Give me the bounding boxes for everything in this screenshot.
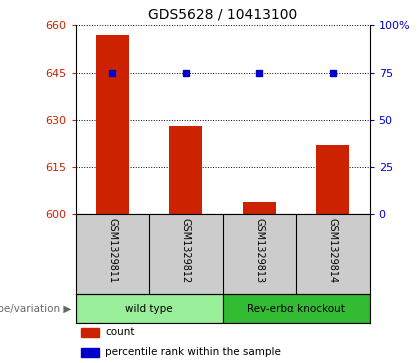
Text: GSM1329814: GSM1329814 xyxy=(328,218,338,283)
Text: genotype/variation ▶: genotype/variation ▶ xyxy=(0,303,71,314)
Text: percentile rank within the sample: percentile rank within the sample xyxy=(105,347,281,357)
Text: GSM1329811: GSM1329811 xyxy=(108,218,117,283)
Bar xyxy=(169,126,202,214)
Bar xyxy=(316,145,349,214)
Bar xyxy=(243,201,276,214)
Bar xyxy=(81,348,99,356)
Text: count: count xyxy=(105,327,134,337)
Text: wild type: wild type xyxy=(125,303,173,314)
Text: GSM1329813: GSM1329813 xyxy=(255,218,264,283)
Title: GDS5628 / 10413100: GDS5628 / 10413100 xyxy=(148,8,297,21)
Text: GSM1329812: GSM1329812 xyxy=(181,218,191,284)
Bar xyxy=(81,327,99,337)
Bar xyxy=(76,294,223,323)
Text: Rev-erbα knockout: Rev-erbα knockout xyxy=(247,303,345,314)
Bar xyxy=(96,35,129,214)
Bar xyxy=(223,294,370,323)
